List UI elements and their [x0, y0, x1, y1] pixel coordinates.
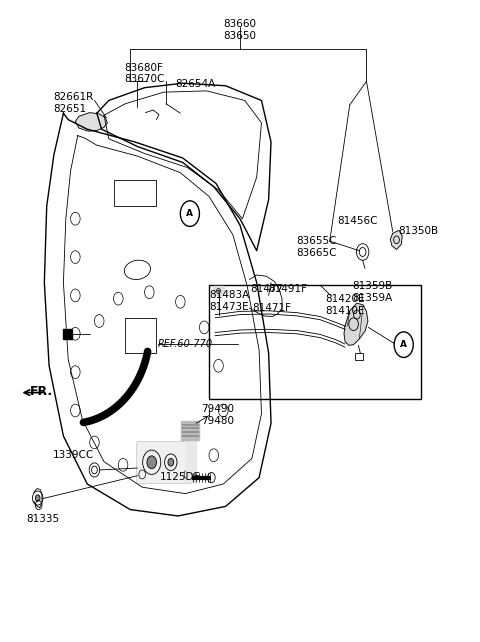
- Polygon shape: [137, 442, 192, 482]
- Polygon shape: [181, 421, 199, 440]
- Text: 81335: 81335: [26, 514, 60, 524]
- Bar: [355, 353, 363, 360]
- Text: 83655C
83665C: 83655C 83665C: [296, 236, 337, 257]
- Polygon shape: [63, 329, 72, 339]
- Polygon shape: [344, 303, 368, 345]
- Text: 81477: 81477: [251, 284, 284, 294]
- Text: 81483A
81473E: 81483A 81473E: [209, 290, 249, 312]
- Polygon shape: [213, 286, 224, 295]
- Circle shape: [168, 458, 174, 466]
- Bar: [114, 180, 156, 206]
- Text: A: A: [400, 340, 407, 349]
- Polygon shape: [390, 230, 402, 249]
- Bar: [213, 286, 224, 295]
- Text: 83680F
83670C: 83680F 83670C: [124, 63, 165, 84]
- Text: 81420E
81410E: 81420E 81410E: [325, 294, 364, 316]
- Bar: [181, 421, 199, 440]
- Text: 1339CC: 1339CC: [53, 450, 94, 460]
- Text: 83660
83650: 83660 83650: [224, 19, 256, 41]
- Text: FR.: FR.: [30, 385, 53, 398]
- Text: 81350B: 81350B: [398, 227, 439, 236]
- Text: 81471F: 81471F: [252, 303, 291, 313]
- Bar: [186, 436, 196, 482]
- Text: 1125DE: 1125DE: [160, 473, 201, 483]
- Text: 81456C: 81456C: [337, 216, 377, 225]
- Text: 79490
79480: 79490 79480: [201, 404, 234, 426]
- Polygon shape: [186, 436, 196, 482]
- Text: 82654A: 82654A: [176, 80, 216, 89]
- Circle shape: [147, 456, 156, 469]
- Text: 81359B
81359A: 81359B 81359A: [352, 281, 392, 303]
- Bar: [137, 442, 192, 482]
- Text: 82661R
82651: 82661R 82651: [53, 92, 93, 114]
- Bar: [209, 285, 421, 399]
- Text: 81491F: 81491F: [269, 284, 308, 294]
- Bar: [125, 318, 156, 353]
- Polygon shape: [75, 112, 108, 131]
- Circle shape: [35, 495, 40, 501]
- Text: REF.60-770: REF.60-770: [158, 339, 213, 349]
- Text: A: A: [186, 209, 193, 218]
